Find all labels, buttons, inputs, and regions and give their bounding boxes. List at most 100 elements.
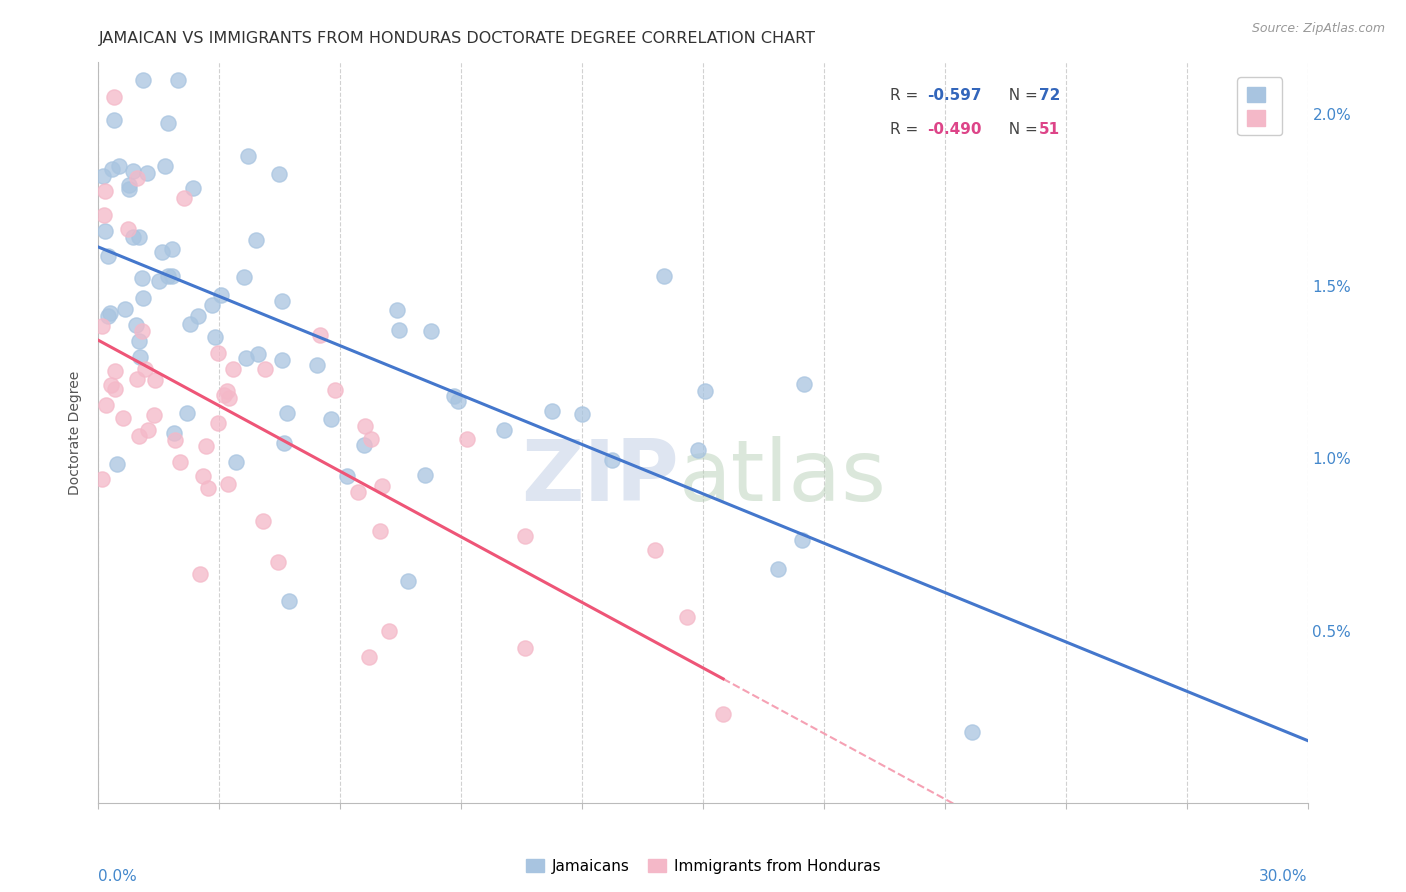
Point: [118, 178, 141, 193]
Point: [153, 159, 176, 173]
Point: [125, 318, 148, 332]
Point: [360, 432, 382, 446]
Point: [148, 274, 170, 288]
Point: [191, 469, 214, 483]
Point: [160, 269, 183, 284]
Point: [686, 443, 709, 458]
Point: [319, 411, 342, 425]
Text: 30.0%: 30.0%: [1260, 870, 1308, 885]
Point: [246, 347, 269, 361]
Point: [114, 302, 136, 317]
Point: [125, 171, 148, 186]
Point: [209, 288, 232, 302]
Point: [179, 317, 201, 331]
Point: [128, 428, 150, 442]
Point: [267, 555, 290, 569]
Text: JAMAICAN VS IMMIGRANTS FROM HONDURAS DOCTORATE DEGREE CORRELATION CHART: JAMAICAN VS IMMIGRANTS FROM HONDURAS DOC…: [98, 31, 815, 46]
Point: [652, 269, 675, 284]
Point: [711, 706, 734, 721]
Point: [166, 72, 188, 87]
Point: [91, 318, 114, 333]
Point: [214, 388, 236, 402]
Legend: Jamaicans, Immigrants from Honduras: Jamaicans, Immigrants from Honduras: [519, 853, 887, 880]
Point: [173, 191, 195, 205]
Point: [195, 439, 218, 453]
Point: [169, 455, 191, 469]
Point: [357, 649, 380, 664]
Point: [413, 468, 436, 483]
Point: [420, 324, 443, 338]
Text: 72: 72: [1039, 88, 1060, 103]
Point: [163, 426, 186, 441]
Point: [188, 566, 211, 581]
Point: [269, 167, 291, 181]
Point: [125, 372, 148, 386]
Point: [94, 224, 117, 238]
Point: [323, 383, 346, 397]
Point: [128, 334, 150, 348]
Point: [100, 306, 122, 320]
Point: [207, 417, 229, 431]
Point: [353, 419, 375, 434]
Legend: , : ,: [1237, 78, 1282, 136]
Point: [225, 455, 247, 469]
Y-axis label: Doctorate Degree: Doctorate Degree: [67, 370, 82, 495]
Point: [100, 377, 122, 392]
Point: [766, 562, 789, 576]
Point: [368, 524, 391, 538]
Point: [132, 72, 155, 87]
Text: Source: ZipAtlas.com: Source: ZipAtlas.com: [1251, 22, 1385, 36]
Point: [131, 324, 153, 338]
Point: [218, 391, 240, 405]
Point: [97, 249, 120, 263]
Point: [396, 574, 419, 588]
Point: [128, 350, 150, 364]
Point: [157, 268, 180, 283]
Point: [571, 407, 593, 421]
Point: [97, 309, 120, 323]
Text: atlas: atlas: [679, 435, 887, 518]
Point: [276, 406, 298, 420]
Point: [347, 484, 370, 499]
Point: [108, 160, 131, 174]
Point: [207, 345, 229, 359]
Point: [238, 149, 260, 163]
Point: [150, 244, 173, 259]
Point: [128, 229, 150, 244]
Point: [136, 423, 159, 437]
Point: [156, 116, 179, 130]
Point: [91, 472, 114, 486]
Point: [254, 362, 277, 376]
Point: [644, 543, 666, 558]
Point: [232, 269, 254, 284]
Text: R =: R =: [890, 88, 924, 103]
Point: [252, 514, 274, 528]
Text: N =: N =: [1000, 121, 1043, 136]
Point: [103, 112, 125, 127]
Point: [101, 162, 124, 177]
Point: [197, 482, 219, 496]
Point: [447, 394, 470, 409]
Point: [94, 399, 117, 413]
Point: [378, 624, 401, 638]
Point: [388, 323, 411, 337]
Point: [135, 166, 157, 180]
Point: [513, 641, 536, 656]
Point: [176, 406, 198, 420]
Point: [104, 364, 127, 378]
Point: [201, 298, 224, 312]
Point: [134, 361, 156, 376]
Point: [245, 233, 267, 247]
Point: [271, 352, 294, 367]
Point: [960, 725, 983, 739]
Point: [271, 294, 294, 309]
Point: [181, 180, 204, 194]
Point: [103, 90, 125, 104]
Point: [492, 423, 515, 437]
Point: [160, 242, 183, 256]
Point: [121, 163, 143, 178]
Point: [121, 230, 143, 244]
Text: N =: N =: [1000, 88, 1043, 103]
Point: [675, 610, 697, 624]
Point: [235, 351, 257, 365]
